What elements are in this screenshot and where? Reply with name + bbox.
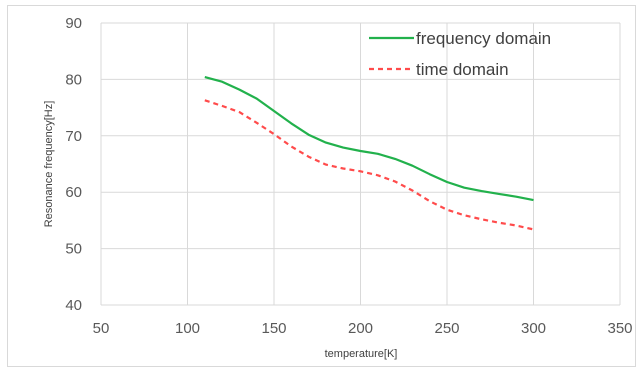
x-tick-label-0: 50: [93, 320, 110, 337]
y-tick-label-4: 80: [65, 71, 82, 88]
legend-label-frequency-domain: frequency domain: [416, 29, 551, 48]
series-line-1: [204, 99, 534, 231]
y-tick-label-5: 90: [65, 15, 82, 32]
y-axis-title: Resonance frequency[Hz]: [43, 101, 55, 228]
x-tick-label-5: 300: [521, 320, 546, 337]
y-tick-label-3: 70: [65, 128, 82, 145]
y-tick-label-0: 40: [65, 297, 82, 314]
x-tick-label-1: 100: [175, 320, 200, 337]
grid-lines: [100, 22, 621, 306]
y-tick-label-2: 60: [65, 184, 82, 201]
legend: frequency domain time domain: [369, 29, 551, 79]
data-series: [204, 76, 534, 231]
x-axis-ticks: 50 100 150 200 250 300 350: [93, 320, 633, 337]
x-tick-label-3: 200: [348, 320, 373, 337]
x-tick-label-2: 150: [261, 320, 286, 337]
x-tick-label-6: 350: [607, 320, 632, 337]
series-line-0: [204, 76, 534, 202]
x-tick-label-4: 250: [434, 320, 459, 337]
y-tick-label-1: 50: [65, 241, 82, 258]
legend-label-time-domain: time domain: [416, 60, 509, 79]
chart-frame: [7, 5, 636, 367]
y-axis-ticks: 40 50 60 70 80 90: [65, 15, 82, 314]
x-axis-title: temperature[K]: [325, 348, 398, 360]
